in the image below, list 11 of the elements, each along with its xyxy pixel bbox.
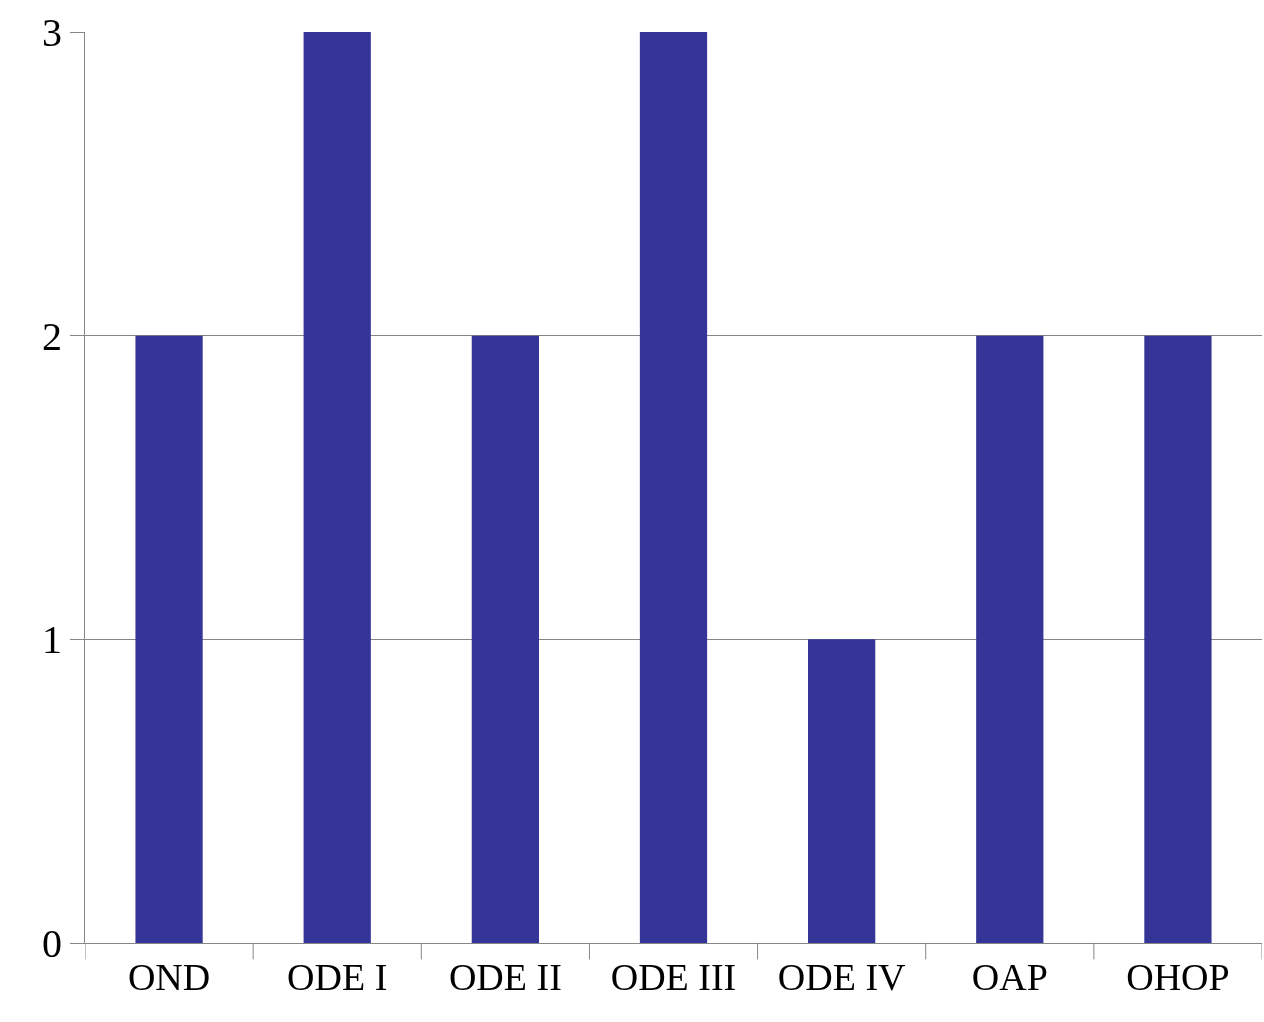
x-tick-label: OAP [971,955,1048,998]
y-tick-label: 1 [42,617,62,663]
x-tick-label: ODE III [610,955,737,998]
y-tick-label: 2 [42,313,62,359]
y-tick-label: 3 [42,10,62,55]
x-tick-label: OND [127,955,211,998]
x-tick-label: ODE II [448,955,562,998]
x-tick-label: OHOP [1126,955,1230,998]
x-tick-label: ODE I [287,955,388,998]
y-tick-label: 0 [42,921,62,966]
x-tick-label: ODE IV [777,955,907,998]
